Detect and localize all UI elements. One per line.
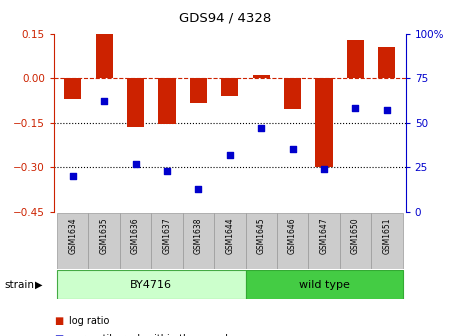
Text: percentile rank within the sample: percentile rank within the sample bbox=[69, 334, 234, 336]
Bar bbox=[308, 213, 340, 269]
Text: GSM1651: GSM1651 bbox=[382, 218, 391, 254]
Text: ▶: ▶ bbox=[35, 280, 43, 290]
Bar bbox=[284, 78, 301, 109]
Text: ■: ■ bbox=[54, 334, 63, 336]
Bar bbox=[315, 78, 333, 167]
Bar bbox=[253, 75, 270, 78]
Text: GSM1645: GSM1645 bbox=[257, 218, 266, 254]
Bar bbox=[183, 213, 214, 269]
Bar bbox=[277, 213, 308, 269]
Bar bbox=[340, 213, 371, 269]
Point bbox=[132, 161, 139, 166]
Bar bbox=[190, 78, 207, 103]
Text: GSM1635: GSM1635 bbox=[100, 218, 109, 254]
Point bbox=[163, 168, 171, 173]
Point bbox=[352, 106, 359, 111]
Text: GSM1637: GSM1637 bbox=[162, 218, 172, 254]
Bar bbox=[245, 213, 277, 269]
Text: GSM1634: GSM1634 bbox=[68, 218, 77, 254]
Bar bbox=[64, 78, 82, 99]
Text: GSM1644: GSM1644 bbox=[225, 218, 234, 254]
Text: ■: ■ bbox=[54, 316, 63, 326]
Text: GSM1638: GSM1638 bbox=[194, 218, 203, 254]
Text: log ratio: log ratio bbox=[69, 316, 110, 326]
Bar bbox=[57, 270, 245, 299]
Bar bbox=[378, 47, 395, 78]
Point bbox=[226, 152, 234, 157]
Bar bbox=[159, 78, 175, 124]
Text: BY4716: BY4716 bbox=[130, 280, 172, 290]
Bar bbox=[151, 213, 183, 269]
Text: strain: strain bbox=[5, 280, 35, 290]
Text: GSM1647: GSM1647 bbox=[319, 218, 328, 254]
Text: wild type: wild type bbox=[299, 280, 349, 290]
Text: GSM1636: GSM1636 bbox=[131, 218, 140, 254]
Point bbox=[195, 186, 202, 191]
Point bbox=[383, 108, 391, 113]
Point bbox=[289, 147, 296, 152]
Text: GSM1646: GSM1646 bbox=[288, 218, 297, 254]
Text: GDS94 / 4328: GDS94 / 4328 bbox=[179, 12, 271, 25]
Point bbox=[257, 125, 265, 131]
Point bbox=[69, 173, 76, 179]
Text: GSM1650: GSM1650 bbox=[351, 218, 360, 254]
Bar bbox=[57, 213, 89, 269]
Bar bbox=[127, 78, 144, 127]
Bar bbox=[371, 213, 402, 269]
Bar bbox=[245, 270, 402, 299]
Point bbox=[100, 98, 108, 104]
Bar bbox=[347, 40, 364, 78]
Bar bbox=[214, 213, 245, 269]
Bar bbox=[120, 213, 151, 269]
Bar bbox=[89, 213, 120, 269]
Point bbox=[320, 166, 328, 172]
Bar bbox=[221, 78, 238, 96]
Bar bbox=[96, 34, 113, 78]
